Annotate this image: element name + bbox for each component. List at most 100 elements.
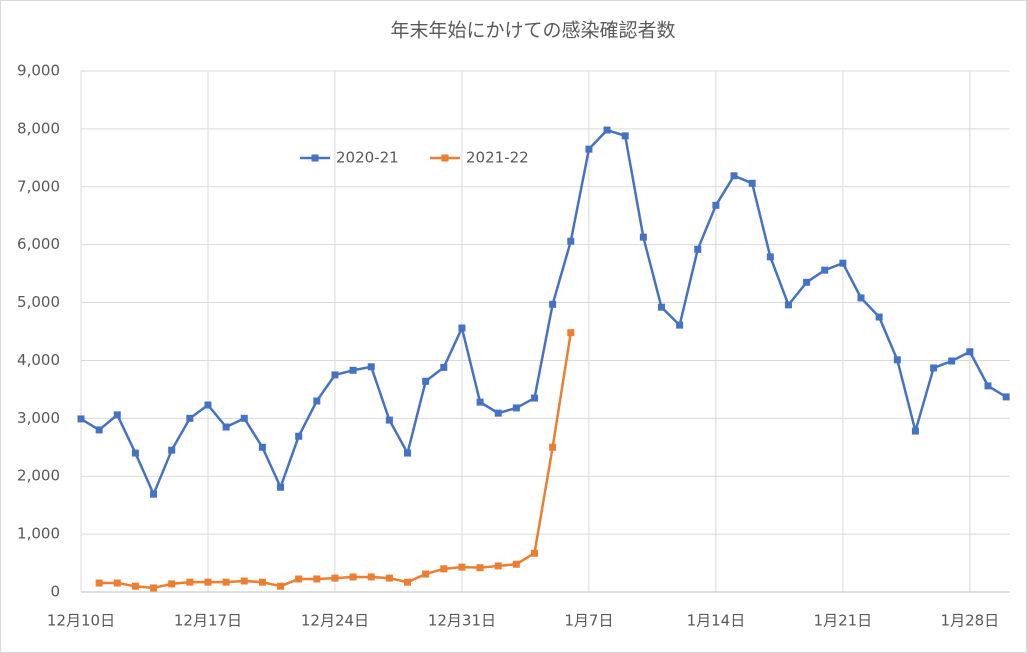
- point: [621, 132, 629, 140]
- point: [803, 278, 811, 286]
- point: [549, 300, 557, 308]
- y-tick-label: 0: [50, 583, 60, 601]
- point: [839, 259, 847, 267]
- point: [186, 578, 194, 586]
- point: [313, 575, 321, 583]
- point: [875, 313, 883, 321]
- point: [258, 443, 266, 451]
- point: [404, 578, 412, 586]
- point: [131, 449, 139, 457]
- y-tick-label: 6,000: [17, 235, 60, 253]
- legend-label: 2020-21: [336, 149, 399, 167]
- point: [385, 574, 393, 582]
- point: [77, 415, 85, 423]
- point: [131, 582, 139, 590]
- point: [222, 578, 230, 586]
- point: [821, 266, 829, 274]
- x-tick-label: 1月28日: [941, 612, 1000, 630]
- point: [367, 573, 375, 581]
- point: [766, 253, 774, 261]
- point: [313, 397, 321, 405]
- point: [385, 416, 393, 424]
- point: [494, 409, 502, 417]
- y-tick-label: 1,000: [17, 525, 60, 543]
- point: [95, 579, 103, 587]
- point: [585, 145, 593, 153]
- y-tick-label: 7,000: [17, 177, 60, 195]
- point: [367, 363, 375, 371]
- legend-marker: [441, 154, 449, 162]
- point: [893, 356, 901, 364]
- point: [603, 126, 611, 134]
- point: [422, 570, 430, 578]
- x-tick-label: 12月24日: [301, 612, 369, 630]
- point: [295, 575, 303, 583]
- point: [531, 549, 538, 557]
- point: [186, 414, 194, 422]
- x-tick-label: 12月10日: [47, 612, 115, 630]
- point: [277, 582, 285, 590]
- x-tick-label: 12月17日: [174, 612, 242, 630]
- point: [113, 579, 121, 587]
- point: [784, 301, 792, 309]
- point: [730, 172, 738, 180]
- point: [712, 201, 720, 209]
- point: [657, 303, 665, 311]
- x-tick-label: 12月31日: [428, 612, 496, 630]
- point: [95, 426, 103, 434]
- point: [948, 357, 956, 365]
- y-tick-label: 2,000: [17, 467, 60, 485]
- point: [531, 394, 538, 402]
- point: [258, 578, 266, 586]
- point: [240, 577, 248, 585]
- point: [494, 562, 502, 570]
- point: [404, 449, 412, 457]
- point: [458, 324, 466, 332]
- series-line: [80, 128, 1007, 496]
- point: [1002, 393, 1010, 401]
- point: [168, 580, 176, 588]
- legend-label: 2021-22: [466, 149, 529, 167]
- point: [331, 574, 339, 582]
- point: [168, 446, 176, 454]
- point: [930, 364, 938, 372]
- point: [639, 233, 647, 241]
- point: [549, 443, 557, 451]
- point: [476, 564, 484, 572]
- legend-marker: [311, 154, 319, 162]
- point: [222, 423, 230, 431]
- x-tick-label: 1月14日: [687, 612, 746, 630]
- point: [440, 565, 448, 573]
- point: [512, 404, 520, 412]
- y-tick-label: 4,000: [17, 351, 60, 369]
- y-tick-label: 5,000: [17, 293, 60, 311]
- point: [748, 179, 756, 187]
- chart-title: 年末年始にかけての感染確認者数: [390, 20, 675, 42]
- point: [204, 578, 212, 586]
- point: [240, 414, 248, 422]
- point: [676, 321, 684, 329]
- point: [567, 329, 575, 337]
- x-tick-label: 1月21日: [814, 612, 873, 630]
- point: [295, 432, 303, 440]
- point: [694, 245, 702, 253]
- point: [204, 401, 212, 409]
- point: [458, 563, 466, 571]
- point: [150, 584, 158, 592]
- point: [911, 427, 919, 435]
- y-tick-label: 8,000: [17, 119, 60, 137]
- point: [150, 490, 158, 498]
- point: [512, 560, 520, 568]
- point: [277, 483, 285, 491]
- point: [349, 573, 357, 581]
- y-tick-label: 3,000: [17, 409, 60, 427]
- point: [331, 371, 339, 379]
- point: [984, 382, 992, 390]
- point: [857, 294, 865, 302]
- point: [113, 411, 121, 419]
- point: [476, 398, 484, 406]
- x-tick-label: 1月7日: [564, 612, 613, 630]
- point: [966, 348, 974, 356]
- y-tick-label: 9,000: [17, 62, 60, 80]
